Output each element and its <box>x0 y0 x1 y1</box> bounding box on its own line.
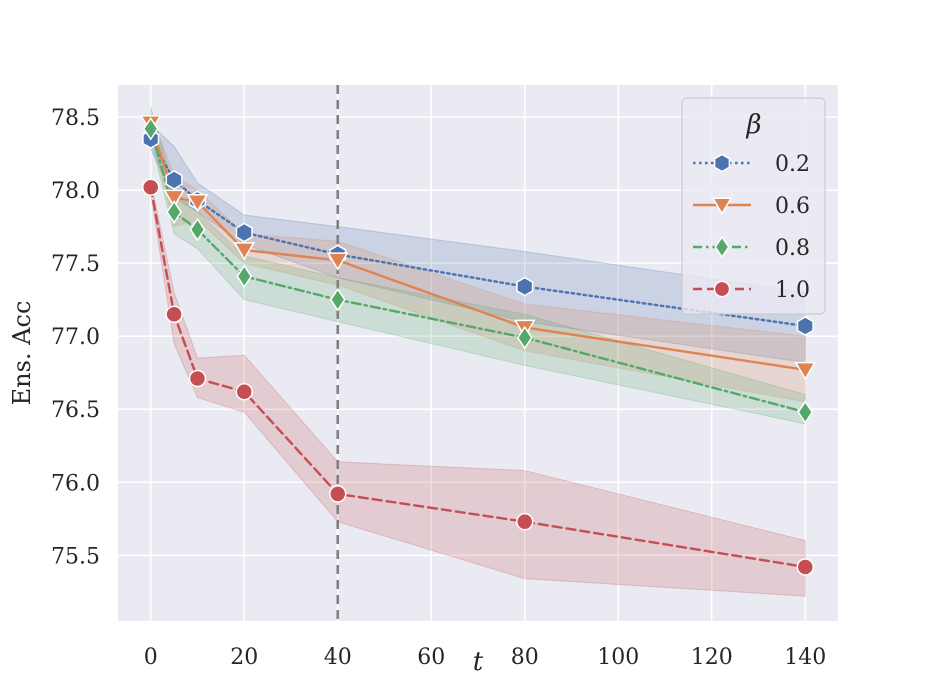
point-1.0-t140 <box>796 558 815 576</box>
legend-marker-0.8 <box>714 235 730 259</box>
y-tick-labels: 75.5 76.0 76.5 77.0 77.5 78.0 78.5 <box>51 106 100 569</box>
legend-label-0.6: 0.6 <box>775 194 810 219</box>
point-1.0-t5 <box>165 305 183 324</box>
y-tick-label: 77.0 <box>51 325 100 350</box>
point-1.0-t20 <box>235 382 253 401</box>
point-0.8-t80 <box>516 325 533 350</box>
legend-title: β <box>745 110 761 140</box>
band-1.0 <box>150 181 806 597</box>
point-0.8-t5 <box>166 200 183 224</box>
legend-marker-1.0 <box>713 280 731 298</box>
x-tick-label: 120 <box>691 645 733 670</box>
x-axis-label: t <box>473 647 484 677</box>
series-markers <box>139 115 817 576</box>
legend-entries: 0.2 0.6 0.8 1.0 <box>693 152 810 303</box>
point-0.8-t40 <box>329 287 346 312</box>
point-1.0-t0 <box>141 178 160 196</box>
legend-label-1.0: 1.0 <box>775 278 810 303</box>
point-0.6-t20 <box>233 242 256 261</box>
point-1.0-t80 <box>516 512 534 531</box>
point-0.8-t140 <box>797 400 814 425</box>
legend: β 0.2 0.6 0.8 1.0 <box>681 97 826 315</box>
y-axis-label: Ens. Acc <box>8 301 36 406</box>
x-tick-label: 20 <box>230 645 258 670</box>
x-tick-label: 140 <box>784 645 826 670</box>
legend-marker-0.2 <box>713 153 731 173</box>
y-tick-label: 77.5 <box>51 252 100 277</box>
x-tick-labels: 0 20 40 60 80 100 120 140 <box>144 645 827 670</box>
legend-marker-0.6 <box>711 197 733 216</box>
y-tick-label: 78.5 <box>51 106 100 131</box>
point-0.2-t80 <box>516 276 534 297</box>
point-0.2-t140 <box>796 316 814 336</box>
x-tick-label: 100 <box>597 645 639 670</box>
x-tick-label: 80 <box>511 645 539 670</box>
point-0.6-t40 <box>326 252 349 271</box>
legend-label-0.8: 0.8 <box>775 236 810 261</box>
y-tick-label: 76.0 <box>51 471 100 496</box>
x-tick-label: 60 <box>417 645 445 670</box>
point-0.6-t5 <box>163 189 185 208</box>
point-0.8-t20 <box>236 264 253 289</box>
point-0.2-t20 <box>235 222 253 243</box>
point-1.0-t40 <box>328 485 347 503</box>
point-0.6-t140 <box>794 361 817 381</box>
point-0.8-t10 <box>189 217 206 242</box>
point-0.8-t0 <box>142 116 159 141</box>
point-0.6-t10 <box>186 193 209 213</box>
x-tick-label: 0 <box>144 645 158 670</box>
legend-box <box>681 97 826 315</box>
x-tick-label: 40 <box>324 645 352 670</box>
legend-label-0.2: 0.2 <box>775 152 810 177</box>
point-1.0-t10 <box>188 369 207 388</box>
y-tick-label: 78.0 <box>51 179 100 204</box>
y-tick-label: 75.5 <box>51 544 100 569</box>
point-0.2-t5 <box>165 170 183 190</box>
y-tick-label: 76.5 <box>51 398 100 423</box>
